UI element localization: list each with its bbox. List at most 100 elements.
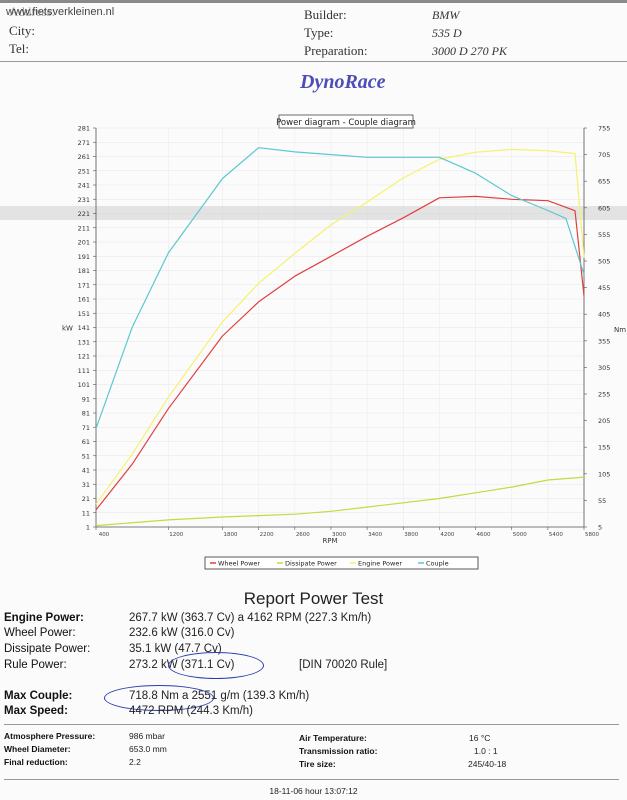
y-left-tick-label: 261 <box>78 153 90 161</box>
y-left-tick-label: 281 <box>78 125 90 133</box>
y-left-tick-label: 141 <box>78 324 90 332</box>
x-tick-label: 3400 <box>368 532 382 538</box>
header-divider <box>0 61 627 62</box>
y-left-tick-label: 31 <box>82 481 90 489</box>
x-tick-label: 2200 <box>260 532 274 538</box>
y-right-tick-label: 305 <box>598 364 610 372</box>
y-left-tick-label: 51 <box>82 452 90 460</box>
builder-label: Builder: <box>304 7 347 22</box>
y-left-tick-label: 151 <box>78 310 90 318</box>
final-reduction-value: 2.2 <box>129 757 141 767</box>
transmission-label: Transmission ratio: <box>299 746 378 756</box>
y-left-tick-label: 81 <box>82 410 90 418</box>
transmission-value: 1.0 : 1 <box>474 746 498 756</box>
air-temp-label: Air Temperature: <box>299 733 367 743</box>
x-tick-label: 400 <box>99 532 110 538</box>
chart-labels: 1112131415161718191101111121131141151161… <box>62 125 626 546</box>
y-left-tick-label: 21 <box>82 495 90 503</box>
chart-title-box <box>278 114 414 129</box>
air-temp-value: 16 °C <box>469 733 491 743</box>
y-left-tick-label: 101 <box>78 381 90 389</box>
chart-lines <box>95 147 585 527</box>
y-left-tick-label: 251 <box>78 167 90 175</box>
y-right-tick-label: 255 <box>598 391 610 399</box>
y-left-tick-label: 201 <box>78 239 90 247</box>
y-right-tick-label: 205 <box>598 417 610 425</box>
series-line-engine-power <box>95 148 585 505</box>
legend-box <box>204 556 479 570</box>
y-right-tick-label: 155 <box>598 444 610 452</box>
preparation-label: Preparation: <box>304 43 368 58</box>
rule-power-label: Rule Power: <box>4 659 67 671</box>
legend-entry: Couple <box>426 560 449 568</box>
y-right-tick-label: 655 <box>598 178 610 186</box>
y-right-tick-label: 5 <box>598 524 602 532</box>
y-left-tick-label: 241 <box>78 182 90 190</box>
chart-axes <box>93 127 587 530</box>
y-left-tick-label: 271 <box>78 139 90 147</box>
y-left-tick-label: 231 <box>78 196 90 204</box>
y-left-tick-label: 191 <box>78 253 90 261</box>
y-left-tick-label: 1 <box>86 524 90 532</box>
x-tick-label: 4200 <box>440 532 454 538</box>
series-line-dissipate-power <box>95 476 585 527</box>
y-right-tick-label: 555 <box>598 231 610 239</box>
rule-power-ink-circle <box>168 652 264 679</box>
y-right-tick-label: 605 <box>598 204 610 212</box>
conditions-divider <box>4 724 619 725</box>
final-reduction-label: Final reduction: <box>4 757 68 767</box>
x-tick-label: 1800 <box>224 532 238 538</box>
y-right-tick-label: 405 <box>598 311 610 319</box>
series-line-wheel-power <box>95 195 585 511</box>
tire-size-label: Tire size: <box>299 759 336 769</box>
x-tick-label: 3800 <box>404 532 418 538</box>
y-right-tick-label: 505 <box>598 258 610 266</box>
tire-size-value: 245/40-18 <box>468 759 507 769</box>
y-left-tick-label: 41 <box>82 467 90 475</box>
dissipate-power-label: Dissipate Power: <box>4 643 91 655</box>
builder-value: BMW <box>432 8 460 22</box>
y-left-tick-label: 161 <box>78 296 90 304</box>
y-left-tick-label: 71 <box>82 424 90 432</box>
type-value: 535 D <box>432 26 462 40</box>
atm-pressure-value: 986 mbar <box>129 731 165 741</box>
preparation-value: 3000 D 270 PK <box>432 44 507 58</box>
y-right-tick-label: 455 <box>598 284 610 292</box>
max-couple-label: Max Couple: <box>4 690 73 702</box>
y-right-tick-label: 755 <box>598 125 610 133</box>
engine-power-value: 267.7 kW (363.7 Cv) a 4162 RPM (227.3 Km… <box>129 612 372 624</box>
max-couple-ink-circle <box>104 685 214 711</box>
scan-edge <box>0 0 627 3</box>
scan-band <box>0 206 627 220</box>
y-right-tick-label: 705 <box>598 151 610 159</box>
x-tick-label: 5800 <box>585 532 599 538</box>
chart-legend: Wheel Power Dissipate Power Engine Power Co… <box>204 556 479 570</box>
wheel-diameter-label: Wheel Diameter: <box>4 744 71 754</box>
x-tick-label: 2600 <box>296 532 310 538</box>
atm-pressure-label: Atmosphere Pressure: <box>4 731 96 741</box>
y-right-axis-label: Nm <box>614 326 626 334</box>
y-right-tick-label: 355 <box>598 337 610 345</box>
dyno-chart: 1112131415161718191101111121131141151161… <box>0 114 627 570</box>
y-left-tick-label: 221 <box>78 210 90 218</box>
y-left-tick-label: 91 <box>82 395 90 403</box>
rule-note: [DIN 70020 Rule] <box>299 659 388 671</box>
x-axis-label: RPM <box>322 537 337 545</box>
chart-title: Power diagram - Couple diagram <box>276 118 416 128</box>
report-timestamp: 18-11-06 hour 13:07:12 <box>269 786 358 796</box>
legend-entry: Wheel Power <box>218 560 260 568</box>
website-text: www.fietsverkleinen.nl <box>6 6 115 18</box>
footer-divider <box>4 779 619 780</box>
y-right-tick-label: 55 <box>598 497 606 505</box>
series-line-couple <box>95 147 585 429</box>
brand-title: DynoRace <box>300 71 386 93</box>
engine-power-label: Engine Power: <box>4 612 84 624</box>
x-tick-label: 5000 <box>513 532 527 538</box>
y-left-tick-label: 211 <box>78 224 90 232</box>
y-left-tick-label: 61 <box>82 438 90 446</box>
y-left-tick-label: 131 <box>78 338 90 346</box>
max-speed-value: 4472 RPM (244.3 Km/h) <box>129 705 254 717</box>
x-tick-label: 3000 <box>332 532 346 538</box>
y-right-tick-label: 105 <box>598 470 610 478</box>
y-left-tick-label: 181 <box>78 267 90 275</box>
